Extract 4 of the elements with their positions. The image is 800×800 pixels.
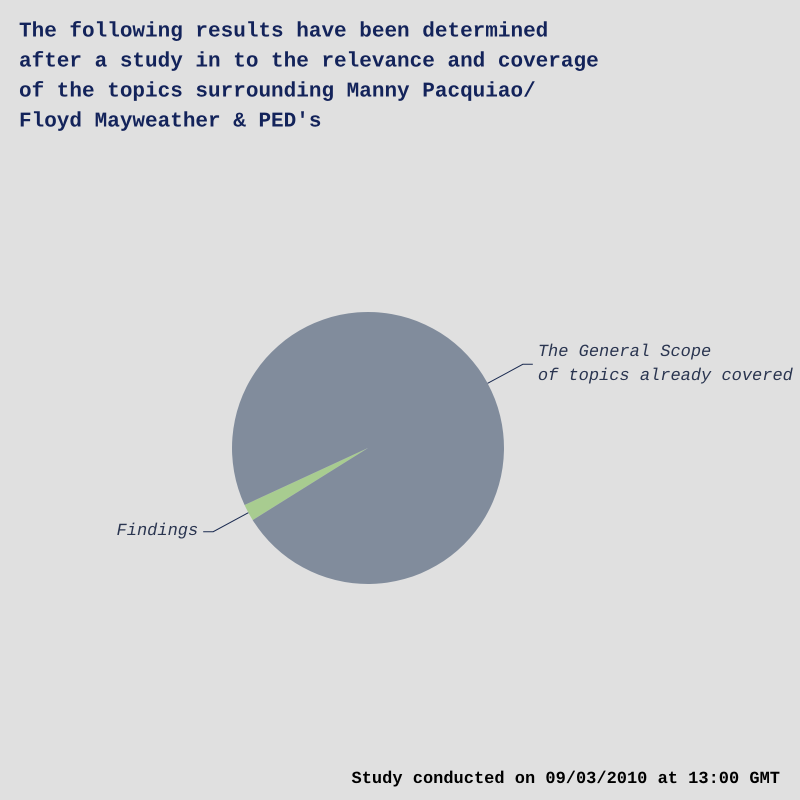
slice-label: The General Scope of topics already covered: [538, 342, 794, 386]
slice-label: Findings: [116, 522, 198, 542]
text: Study conducted on 09/03/2010 at 13:00 GMT: [352, 770, 780, 789]
chart-title: The following results have been determined after a study in to the relevance and coverage of the topics surrounding Manny Pacquiao/ Floyd Mayweather & PED's: [19, 20, 599, 134]
